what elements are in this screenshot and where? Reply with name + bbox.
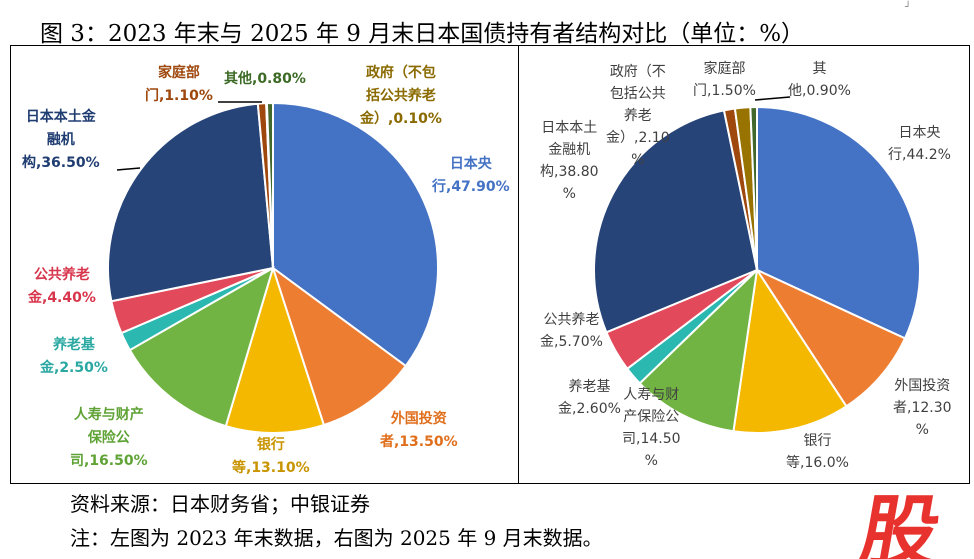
margin-mark: ┘ xyxy=(905,2,912,13)
right-pie-slice-6 xyxy=(593,109,759,334)
left-label-government: 政府（不包 括公共养老 金）,0.10% xyxy=(360,65,442,127)
left-label-foreign: 外国投资 者,13.50% xyxy=(380,411,458,450)
footnote: 注：左图为 2023 年末数据，右图为 2025 年 9 月末数据。 xyxy=(70,526,603,550)
left-pie-slice-3 xyxy=(128,265,275,428)
right-label-foreign: 外国投资 者,12.30 % xyxy=(893,378,952,438)
right-label-boj: 日本央 行,44.2% xyxy=(888,125,951,163)
figure-title: 图 3：2023 年末与 2025 年 9 月末日本国债持有者结构对比（单位：%… xyxy=(40,21,805,47)
left-label-banks: 银行 等,13.10% xyxy=(232,437,310,476)
left-label-pension-fund: 养老基 金,2.50% xyxy=(40,337,108,376)
right-label-government: 政府（不 包括公共 养老 金）,2.10 % xyxy=(606,64,670,168)
right-label-other: 其 他,0.90% xyxy=(788,61,851,99)
leader-line-2 xyxy=(754,96,791,101)
left-pie-slice-2 xyxy=(224,264,326,434)
left-label-other: 其他,0.80% xyxy=(224,71,306,87)
left-pie-slice-0 xyxy=(272,101,439,368)
leader-line-1 xyxy=(116,167,141,171)
right-label-domestic-fi: 日本本土 金融机 构,38.80 % xyxy=(540,120,599,202)
left-label-boj: 日本央 行,47.90% xyxy=(432,156,510,195)
right-pie-slice-0 xyxy=(756,105,921,340)
left-pie-slice-1 xyxy=(271,265,408,427)
left-pie-slice-6 xyxy=(107,102,275,303)
right-pie-slice-2 xyxy=(732,267,848,434)
right-pie-slice-1 xyxy=(754,267,907,408)
left-label-domestic-fi: 日本本土金 融机 构,36.50% xyxy=(22,109,100,171)
left-label-public-pension: 公共养老 金,4.40% xyxy=(28,267,96,306)
right-label-household: 家庭部 门,1.50% xyxy=(693,61,756,99)
left-pie-slice-9 xyxy=(265,101,274,269)
right-label-insurance: 人寿与财 产保险公 司,14.50 % xyxy=(622,387,681,469)
figure-frame xyxy=(10,45,970,484)
right-pie-slice-9 xyxy=(749,105,758,271)
right-label-pension-fund: 养老基 金,2.60% xyxy=(558,379,621,417)
left-label-insurance: 人寿与财产 保险公 司,16.50% xyxy=(70,407,148,469)
right-label-public-pension: 公共养老 金,5.70% xyxy=(540,312,603,350)
right-label-banks: 银行 等,16.0% xyxy=(786,433,849,471)
source-note: 资料来源：日本财务省；中银证券 xyxy=(70,492,370,516)
right-pie-slice-3 xyxy=(638,267,759,433)
panel-divider xyxy=(518,45,519,483)
left-label-household: 家庭部 门,1.10% xyxy=(145,65,213,104)
